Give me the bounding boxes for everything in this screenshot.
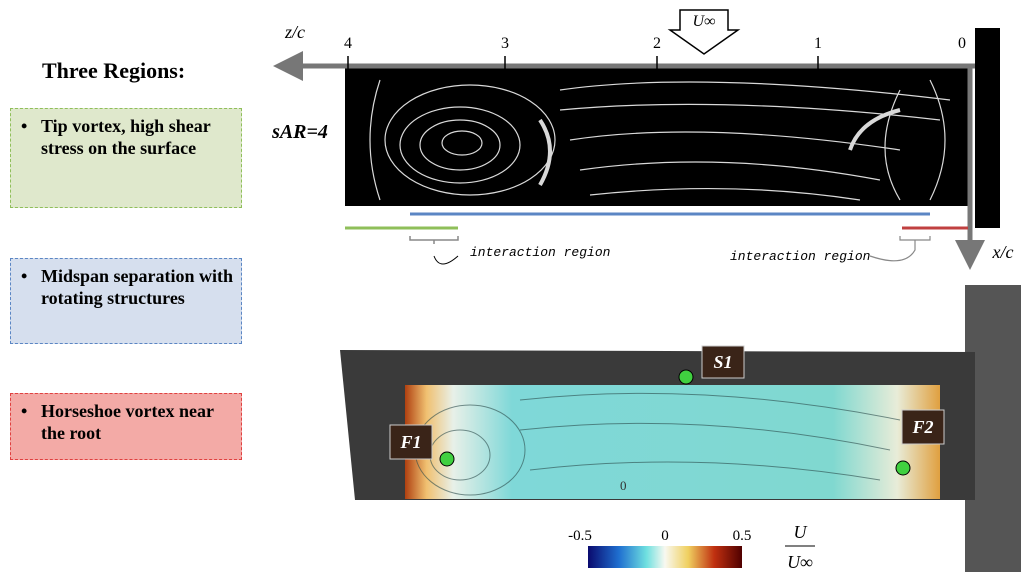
tick-label: 0 xyxy=(958,35,966,52)
point-label: S1 xyxy=(713,352,732,372)
colorbar-tick: 0.5 xyxy=(733,528,752,544)
root-wall xyxy=(975,28,1000,228)
panel-label: sAR=4 xyxy=(271,121,328,143)
annotation: interaction region xyxy=(730,249,870,264)
colorbar-tick: 0 xyxy=(661,528,669,544)
axis-label: x/c xyxy=(992,242,1014,262)
colorbar xyxy=(588,546,742,568)
oil-flow xyxy=(345,66,970,206)
tick-label: 4 xyxy=(344,35,352,52)
freestream-label: U∞ xyxy=(693,13,716,30)
axis-label: z/c xyxy=(284,22,305,42)
figure: 4 3 2 1 0 z/c x/c sAR=4 U∞ interaction r… xyxy=(0,0,1021,572)
colorbar-label: U xyxy=(794,522,808,542)
tick-label: 3 xyxy=(501,35,509,52)
surface-label: 0 xyxy=(620,478,627,493)
colorbar-label: U∞ xyxy=(787,552,813,572)
colorbar-tick: -0.5 xyxy=(568,528,592,544)
tick-label: 2 xyxy=(653,35,661,52)
point-label: F1 xyxy=(399,432,421,452)
tick-label: 1 xyxy=(814,35,822,52)
ticks: 4 3 2 1 0 xyxy=(344,35,966,52)
page: Three Regions: •Tip vortex, high shear s… xyxy=(0,0,1021,572)
annotation: interaction region xyxy=(470,245,610,260)
point-label: F2 xyxy=(911,417,933,437)
